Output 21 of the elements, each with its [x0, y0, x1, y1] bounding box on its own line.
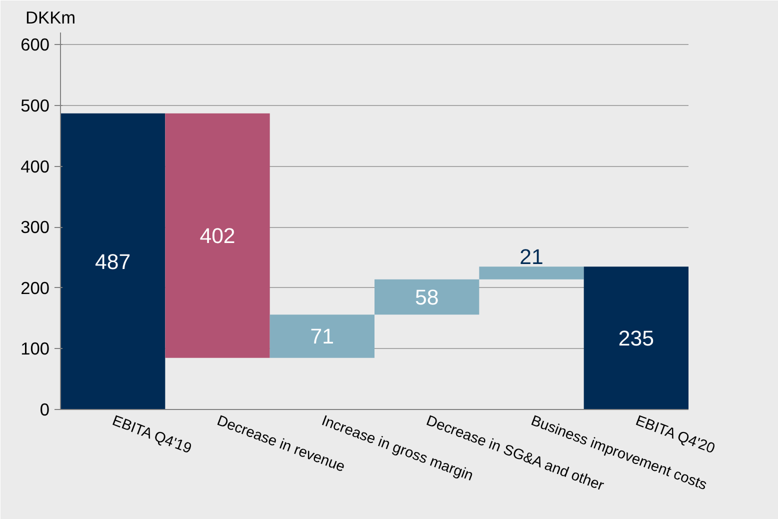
- bar: [584, 266, 688, 410]
- y-tick-label: 0: [40, 400, 50, 420]
- y-tick-label: 400: [20, 156, 50, 176]
- bar: [270, 314, 374, 358]
- bar: [374, 279, 480, 315]
- y-tick-label: 500: [20, 95, 50, 116]
- bar: [60, 113, 166, 410]
- data-label: 58: [414, 286, 439, 310]
- data-label: 71: [310, 324, 334, 349]
- y-axis-title: DKKm: [26, 8, 76, 28]
- y-tick-label: 100: [20, 338, 50, 359]
- y-tick-label: 600: [20, 34, 50, 55]
- y-tick-label: 300: [20, 217, 50, 238]
- x-tick-label: EBITA Q4'19: [110, 413, 194, 458]
- data-label: 21: [520, 245, 544, 270]
- data-label: 235: [618, 326, 654, 351]
- data-label: 402: [200, 224, 236, 248]
- y-tick-label: 200: [20, 278, 50, 298]
- bar: [479, 266, 584, 280]
- bar: [165, 113, 270, 358]
- data-label: 487: [95, 250, 131, 274]
